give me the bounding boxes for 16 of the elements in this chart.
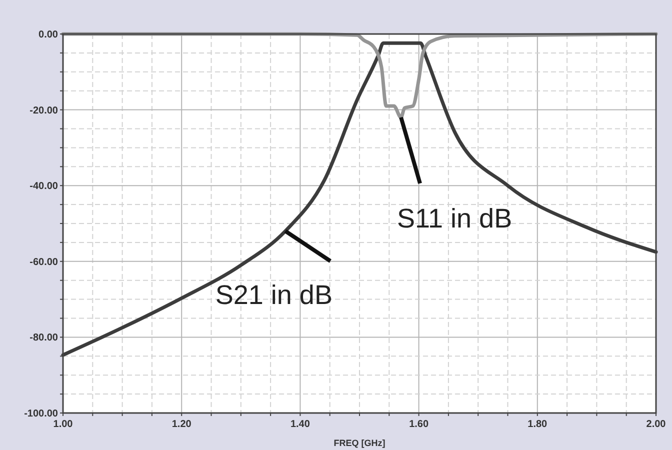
y-tick-label: -20.00 — [30, 105, 58, 116]
x-tick-label: 1.00 — [53, 419, 74, 430]
y-tick-label: -100.00 — [24, 408, 58, 420]
x-tick-label: 1.80 — [528, 419, 548, 430]
y-tick-label: -80.00 — [30, 332, 58, 344]
line-series — [61, 32, 658, 120]
x-tick-label: 2.00 — [646, 419, 666, 430]
x-tick-label: 1.20 — [172, 419, 192, 430]
y-tick-label: 0.00 — [38, 30, 58, 40]
annotation: S11 in dB — [397, 203, 512, 234]
y-tick-label: -40.00 — [30, 181, 58, 192]
x-tick-label: 1.60 — [409, 419, 429, 430]
y-tick-label: -60.00 — [30, 256, 58, 268]
x-axis-title: FREQ [GHz] — [334, 438, 386, 448]
x-tick-label: 1.40 — [290, 419, 310, 430]
annotation: S21 in dB — [215, 280, 332, 310]
